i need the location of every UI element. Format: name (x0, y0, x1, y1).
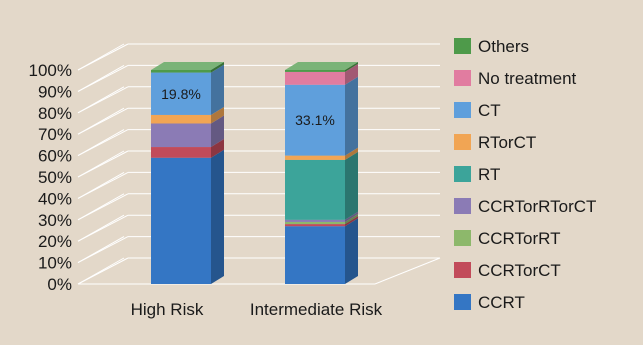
bar-segment-front (151, 123, 211, 148)
y-tick-label: 50% (38, 168, 72, 187)
gridline-side (77, 171, 129, 199)
floor-side (374, 257, 441, 285)
y-tick-label: 100% (29, 61, 72, 80)
legend-label: RT (478, 165, 500, 184)
legend-swatch (454, 134, 471, 150)
legend-swatch (454, 294, 471, 310)
legend-swatch (454, 38, 471, 54)
y-tick-label: 30% (38, 211, 72, 230)
bar-segment-top (151, 62, 224, 70)
bar-segment-front (285, 71, 345, 85)
bar-segment-side (345, 62, 358, 72)
legend-label: CCRT (478, 293, 525, 312)
legend-item: CT (454, 101, 501, 120)
bar-segment-front (285, 84, 345, 156)
bar-segment-side (211, 115, 224, 148)
gridline-side (77, 129, 129, 157)
bar-segment-side (345, 218, 358, 284)
legend-label: CCRTorRTorCT (478, 197, 596, 216)
bar-segment-side (345, 63, 358, 85)
x-tick-label: Intermediate Risk (250, 300, 383, 319)
legend-swatch (454, 230, 471, 246)
bar-segment (151, 62, 224, 73)
y-axis: 0% 10% 20% 30% 40% 50% 60% 70% 80% 90% 100% (29, 61, 72, 294)
gridline-side (77, 236, 129, 264)
bar-segment-side (345, 76, 358, 156)
legend-item: Others (454, 37, 529, 56)
y-tick-label: 20% (38, 232, 72, 251)
bars (151, 62, 358, 284)
legend-item: CCRTorCT (454, 261, 561, 280)
bar-segment-front (151, 157, 211, 284)
legend-label: RTorCT (478, 133, 536, 152)
data-label: 19.8% (161, 86, 201, 102)
bar-segment-front (285, 159, 345, 220)
bar-segment-side (345, 211, 358, 222)
legend-label: CCRTorCT (478, 261, 561, 280)
bar-segment-front (151, 147, 211, 158)
legend-item: RT (454, 165, 500, 184)
y-tick-label: 10% (38, 254, 72, 273)
bar-segment-front (285, 221, 345, 225)
bar-segment-front (285, 226, 345, 284)
legend-item: CCRTorRT (454, 229, 561, 248)
bar-segment-front (285, 224, 345, 227)
gridline-side (77, 86, 129, 114)
gridline-side (77, 257, 129, 285)
bar-segment (151, 149, 224, 284)
bar-segment-side (211, 106, 224, 124)
bar-segment (285, 62, 358, 72)
x-axis: High Risk Intermediate Risk (131, 300, 383, 319)
bar-segment-side (211, 64, 224, 115)
gridline-side (77, 214, 129, 242)
legend-label: CCRTorRT (478, 229, 561, 248)
bar-segment-side (345, 147, 358, 160)
bar-segment (285, 151, 358, 220)
bar-segment-side (211, 149, 224, 284)
gridline-side (77, 107, 129, 135)
gridline-side (77, 150, 129, 178)
legend-item: CCRT (454, 293, 525, 312)
data-label: 33.1% (295, 112, 335, 128)
bar-segment-side (211, 62, 224, 73)
bar-segment-top (285, 62, 358, 70)
gridline-side (77, 43, 129, 71)
y-tick-label: 70% (38, 125, 72, 144)
data-labels: 19.8% 33.1% (161, 86, 335, 128)
y-tick-label: 0% (47, 275, 72, 294)
gridline-side (77, 193, 129, 221)
y-tick-label: 90% (38, 82, 72, 101)
bar-segment-front (285, 155, 345, 160)
y-tick-label: 60% (38, 147, 72, 166)
legend-swatch (454, 262, 471, 278)
legend-swatch (454, 70, 471, 86)
y-tick-label: 40% (38, 189, 72, 208)
bar-segment-front (285, 219, 345, 222)
bar-segment-front (285, 70, 345, 72)
legend-label: CT (478, 101, 501, 120)
legend-item: CCRTorRTorCT (454, 197, 596, 216)
legend: Others No treatment CT RTorCT RT CCRTorRTorCT… (454, 37, 596, 312)
legend-swatch (454, 198, 471, 214)
bar-segment-side (211, 139, 224, 158)
bar-segment (285, 218, 358, 284)
y-tick-label: 80% (38, 104, 72, 123)
legend-label: No treatment (478, 69, 577, 88)
legend-swatch (454, 102, 471, 118)
gridline-side (77, 64, 129, 92)
legend-label: Others (478, 37, 529, 56)
bar-segment-front (151, 70, 211, 73)
legend-swatch (454, 166, 471, 182)
legend-item: No treatment (454, 69, 577, 88)
bar-segment-front (151, 114, 211, 124)
bar-segment-side (345, 216, 358, 227)
bar-segment-side (345, 151, 358, 220)
legend-item: RTorCT (454, 133, 536, 152)
x-tick-label: High Risk (131, 300, 204, 319)
bar-segment-side (345, 213, 358, 225)
bar-segment-front (151, 72, 211, 115)
